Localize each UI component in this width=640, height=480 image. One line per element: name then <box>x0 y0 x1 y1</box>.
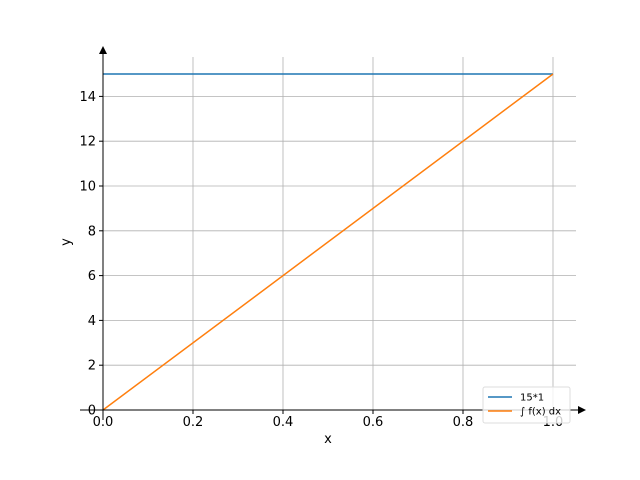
y-tick-label: 2 <box>88 359 96 374</box>
y-tick-label: 8 <box>88 224 96 239</box>
grid <box>103 57 576 410</box>
series-line-2 <box>102 73 554 411</box>
x-axis-arrow <box>578 406 586 414</box>
y-tick-label: 10 <box>79 180 96 195</box>
y-axis-arrow <box>99 46 107 54</box>
x-axis-label: x <box>324 432 332 447</box>
x-tick-label: 0.0 <box>93 415 114 430</box>
y-tick-label: 6 <box>88 269 96 284</box>
x-tick-label: 0.6 <box>363 415 384 430</box>
y-tick-label: 12 <box>79 135 96 150</box>
x-tick-label: 0.8 <box>453 415 474 430</box>
y-tick-label: 0 <box>88 404 96 419</box>
x-tick-label: 0.2 <box>183 415 204 430</box>
legend-label-1: 15*1 <box>520 393 544 404</box>
legend-label-2: ∫ f(x) dx <box>520 407 561 418</box>
y-tick-label: 14 <box>79 90 96 105</box>
legend: 15*1 ∫ f(x) dx <box>482 386 571 424</box>
series-group <box>102 73 554 411</box>
axes <box>80 46 586 420</box>
legend-frame <box>482 386 571 424</box>
y-axis-label: y <box>59 238 74 246</box>
y-tick-label: 4 <box>88 314 96 329</box>
x-tick-label: 0.4 <box>273 415 294 430</box>
